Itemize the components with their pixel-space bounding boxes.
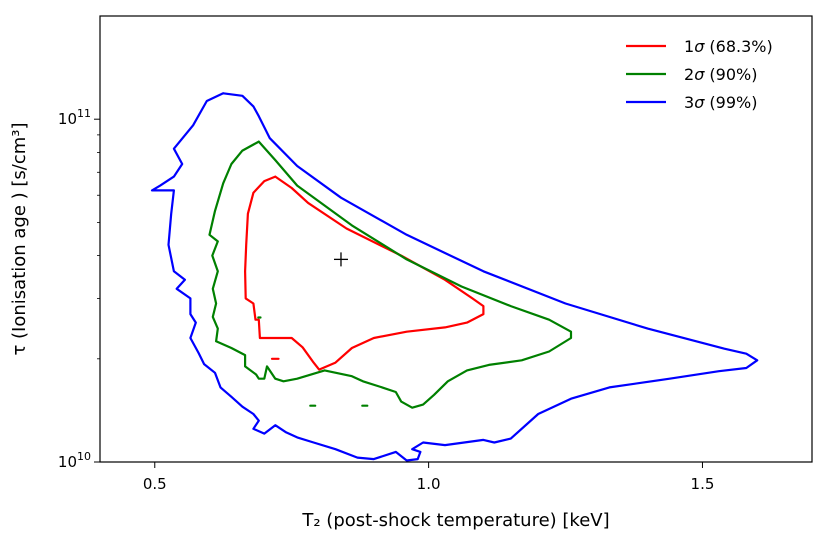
legend-label-2sigma: 2σ (90%) xyxy=(684,65,757,84)
contour-3sigma-1 xyxy=(150,92,759,462)
legend-label-1sigma: 1σ (68.3%) xyxy=(684,37,773,56)
best-fit-marker xyxy=(333,252,348,267)
y-axis-ticks: 1010 1011 xyxy=(58,107,100,471)
legend-label-3sigma: 3σ (99%) xyxy=(684,93,757,112)
y-tick-label: 1010 xyxy=(58,450,91,471)
y-axis-label: τ (Ionisation age ) [s/cm³] xyxy=(9,122,30,355)
x-axis-label: T₂ (post-shock temperature) [keV] xyxy=(301,510,609,531)
contour-2sigma-1 xyxy=(208,140,573,409)
x-tick-label: 1.5 xyxy=(691,475,715,493)
x-tick-label: 1.0 xyxy=(417,475,441,493)
plot-frame xyxy=(99,15,813,463)
contour-lines xyxy=(150,92,759,462)
legend: 1σ (68.3%) 2σ (90%) 3σ (99%) xyxy=(626,37,773,112)
contour-1sigma-1 xyxy=(244,175,485,371)
x-axis-ticks: 0.5 1.0 1.5 xyxy=(143,462,715,493)
x-tick-label: 0.5 xyxy=(143,475,167,493)
y-tick-label: 1011 xyxy=(58,107,91,128)
